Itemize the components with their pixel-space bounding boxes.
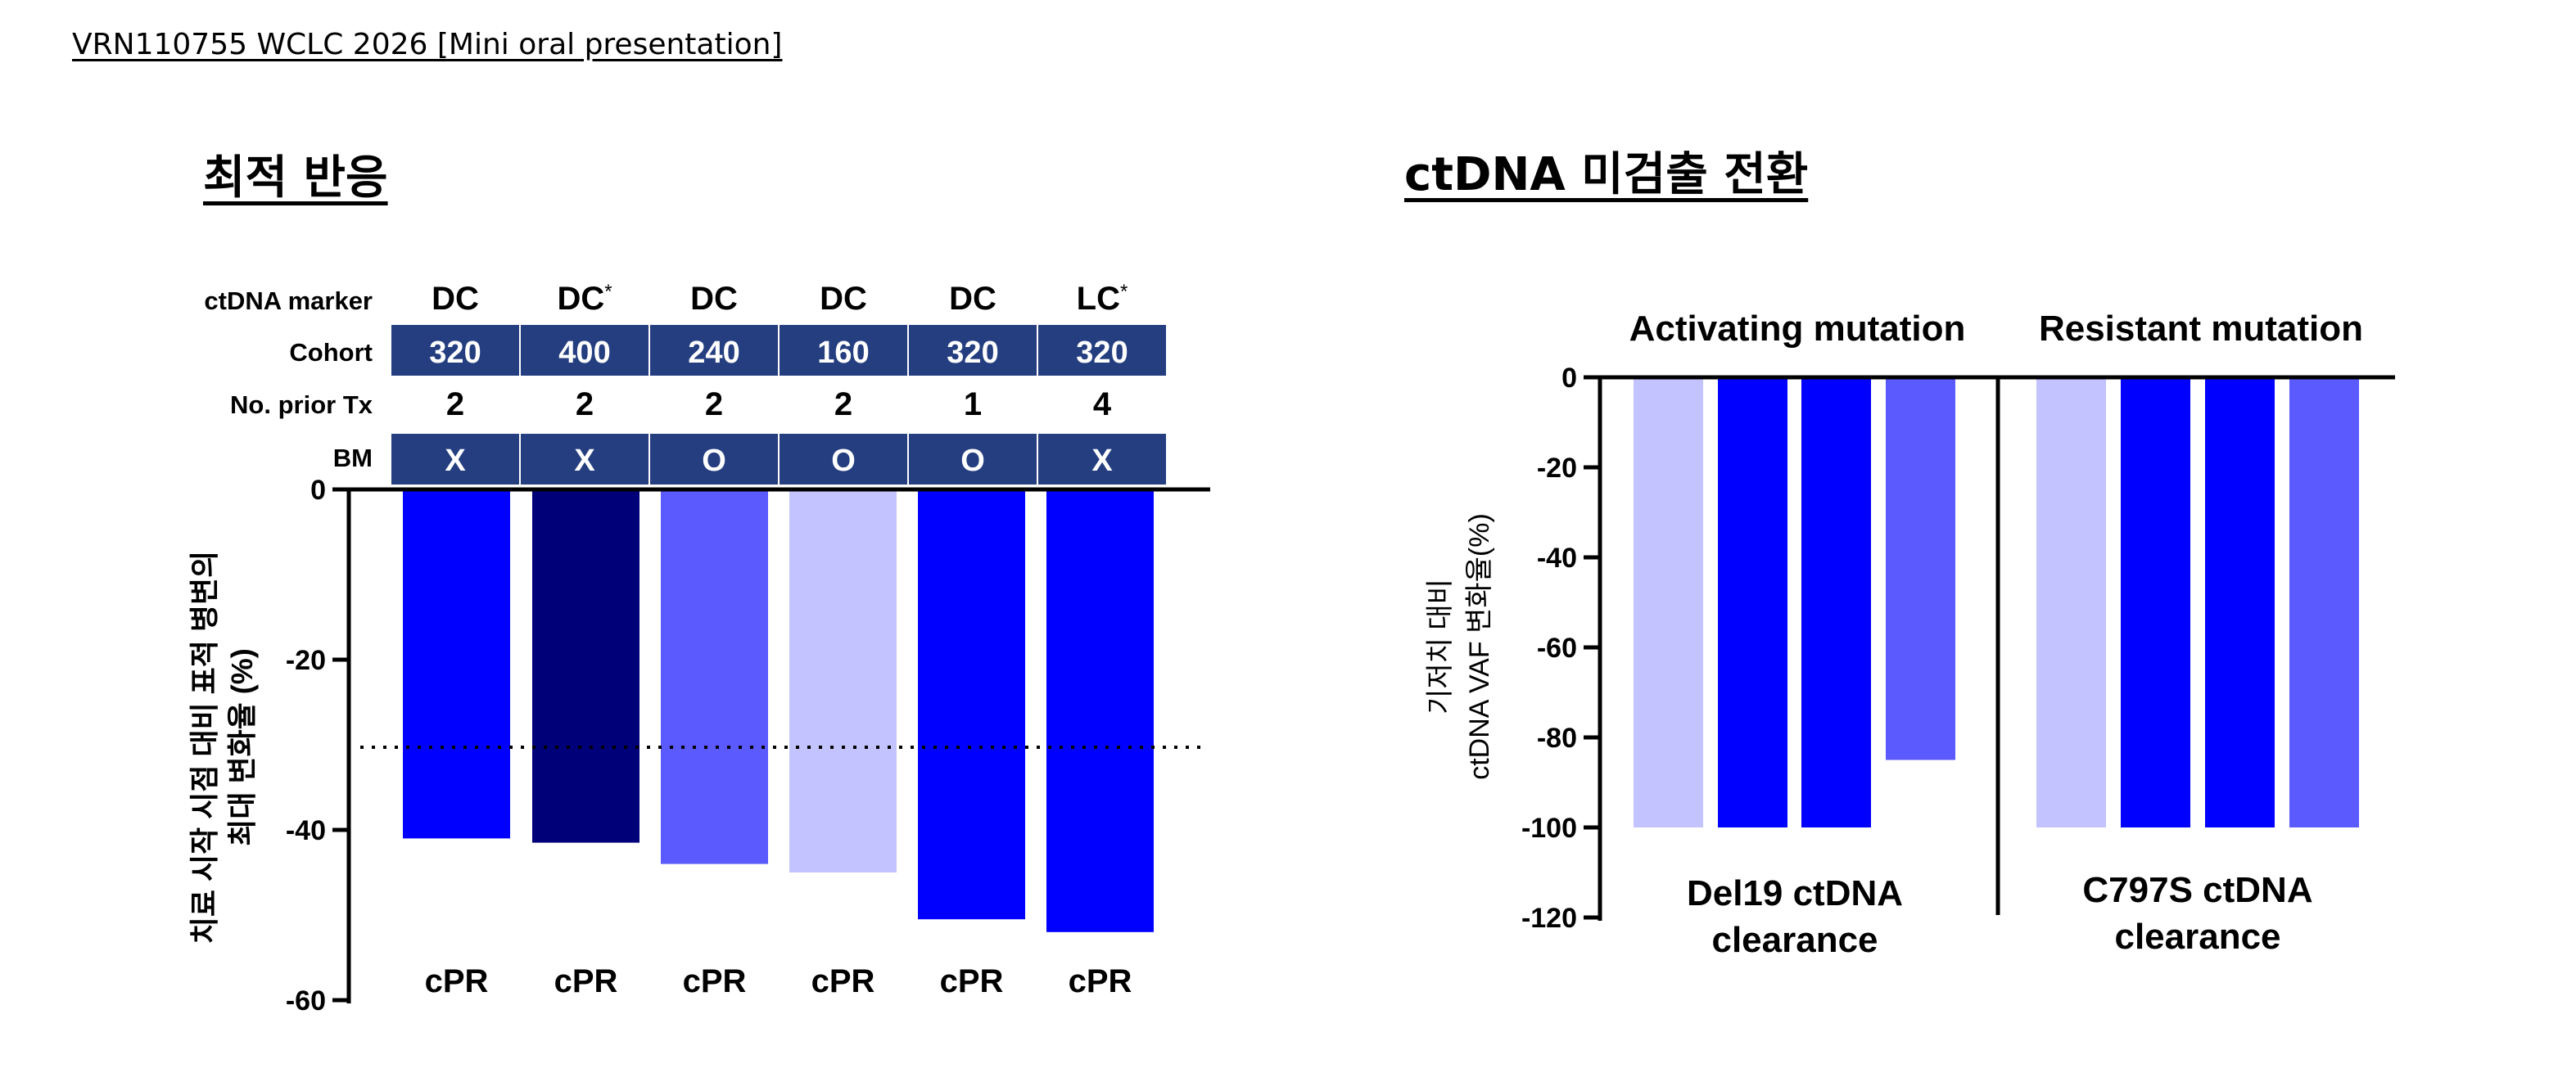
left-y-label-line1: 치료 시작 시점 대비 표적 병변의	[188, 551, 221, 944]
left-y-tick-label: -20	[286, 645, 326, 676]
right-y-label-line1: 기저치 대비	[1425, 579, 1456, 715]
bm-cell-bg	[521, 434, 649, 485]
vaf-change-bar	[1634, 377, 1703, 827]
row-label-cohort: Cohort	[289, 338, 373, 367]
ctdna-marker-cell: DC*	[557, 281, 612, 317]
left-section-title: 최적 반응	[203, 151, 388, 205]
bm-cell: X	[1091, 444, 1113, 478]
response-bar	[661, 489, 768, 864]
cohort-cell-bg	[780, 325, 907, 376]
prior-tx-cell: 2	[576, 386, 594, 422]
response-label: cPR	[554, 963, 618, 999]
ctdna-marker-cell: DC	[820, 281, 867, 317]
group-caption-c797s-line1: C797S ctDNA	[2082, 870, 2312, 910]
response-label: cPR	[811, 963, 875, 999]
prior-tx-cell: 2	[705, 386, 723, 422]
row-label-ctdna-marker: ctDNA marker	[204, 286, 373, 315]
ctdna-marker-cell: DC	[690, 281, 738, 317]
response-bar	[1046, 489, 1154, 932]
vaf-change-bar	[2121, 377, 2190, 827]
cohort-cell-bg	[521, 325, 649, 376]
bm-cell: O	[960, 444, 985, 478]
left-y-tick-label: 0	[310, 475, 326, 506]
prior-tx-cell: 1	[964, 386, 982, 422]
prior-tx-cell: 4	[1093, 386, 1112, 422]
left-y-label-line2: 최대 변화율 (%)	[225, 648, 259, 846]
row-label-prior-tx: No. prior Tx	[230, 390, 373, 419]
cohort-cell-bg	[1038, 325, 1166, 376]
left-y-tick-label: -60	[286, 985, 326, 1017]
response-bar	[789, 489, 897, 872]
bm-cell: X	[574, 444, 595, 478]
bm-cell: O	[702, 444, 726, 478]
prior-tx-cell: 2	[446, 386, 464, 422]
cohort-cell: 160	[817, 336, 869, 370]
bm-cell-bg	[909, 434, 1037, 485]
cohort-table: ctDNA marker Cohort No. prior Tx BM DC 32…	[204, 281, 1166, 485]
bm-cell-bg	[650, 434, 778, 485]
bm-cell-bg	[780, 434, 907, 485]
bm-cell: X	[445, 444, 466, 478]
response-label: cPR	[683, 963, 747, 999]
row-label-bm: BM	[333, 444, 373, 472]
group-caption-del19-line2: clearance	[1711, 920, 1878, 960]
right-y-tick-label: -120	[1521, 903, 1577, 934]
response-bar	[532, 489, 639, 843]
ctdna-marker-cell: LC*	[1077, 281, 1128, 317]
prior-tx-cell: 2	[834, 386, 852, 422]
group-title-activating: Activating mutation	[1629, 309, 1966, 349]
response-label: cPR	[940, 963, 1004, 999]
cohort-cell: 320	[1076, 336, 1128, 370]
cohort-cell: 320	[947, 336, 998, 370]
vaf-change-bar	[1801, 377, 1871, 827]
cohort-cell-bg	[650, 325, 778, 376]
cohort-cell: 400	[558, 336, 610, 370]
response-label: cPR	[425, 963, 489, 999]
vaf-change-bar	[2205, 377, 2275, 827]
right-y-tick-label: -60	[1537, 633, 1577, 664]
response-bar	[918, 489, 1025, 920]
response-bar	[403, 489, 510, 839]
right-y-tick-label: 0	[1561, 363, 1577, 394]
vaf-change-bar	[2036, 377, 2106, 827]
group-caption-del19-line1: Del19 ctDNA	[1687, 873, 1903, 913]
ctdna-marker-cell: DC	[949, 281, 997, 317]
right-section-title: ctDNA 미검출 전환	[1404, 148, 1809, 201]
vaf-change-bar	[1886, 377, 1955, 760]
cohort-cell: 320	[429, 336, 481, 370]
vaf-change-bar	[1718, 377, 1787, 827]
bm-cell-bg	[1038, 434, 1166, 485]
bm-cell-bg	[391, 434, 519, 485]
right-y-label-line2: ctDNA VAF 변화율(%)	[1464, 513, 1495, 780]
right-y-tick-label: -40	[1537, 543, 1577, 574]
vaf-change-bar	[2289, 377, 2359, 827]
ctdna-clearance-chart: 0 -20 -40 -60 -80 -100 -120 Activating mutatio…	[1425, 309, 2395, 960]
left-y-tick-label: -40	[286, 815, 326, 846]
group-title-resistant: Resistant mutation	[2039, 309, 2363, 349]
cohort-cell-bg	[391, 325, 519, 376]
response-label: cPR	[1069, 963, 1132, 999]
right-y-tick-label: -20	[1537, 453, 1577, 484]
right-y-tick-label: -80	[1537, 723, 1577, 754]
right-y-tick-label: -100	[1521, 813, 1577, 844]
document-header: VRN110755 WCLC 2026 [Mini oral presentat…	[72, 28, 783, 61]
cohort-cell-bg	[909, 325, 1037, 376]
best-response-chart: 0 -20 -40 -60 치료 시작 시점 대비 표적 병변의 최대 변화율 (%)…	[188, 475, 1210, 1017]
cohort-cell: 240	[688, 336, 739, 370]
ctdna-marker-cell: DC	[432, 281, 479, 317]
group-caption-c797s-line2: clearance	[2114, 917, 2280, 957]
bm-cell: O	[831, 444, 856, 478]
